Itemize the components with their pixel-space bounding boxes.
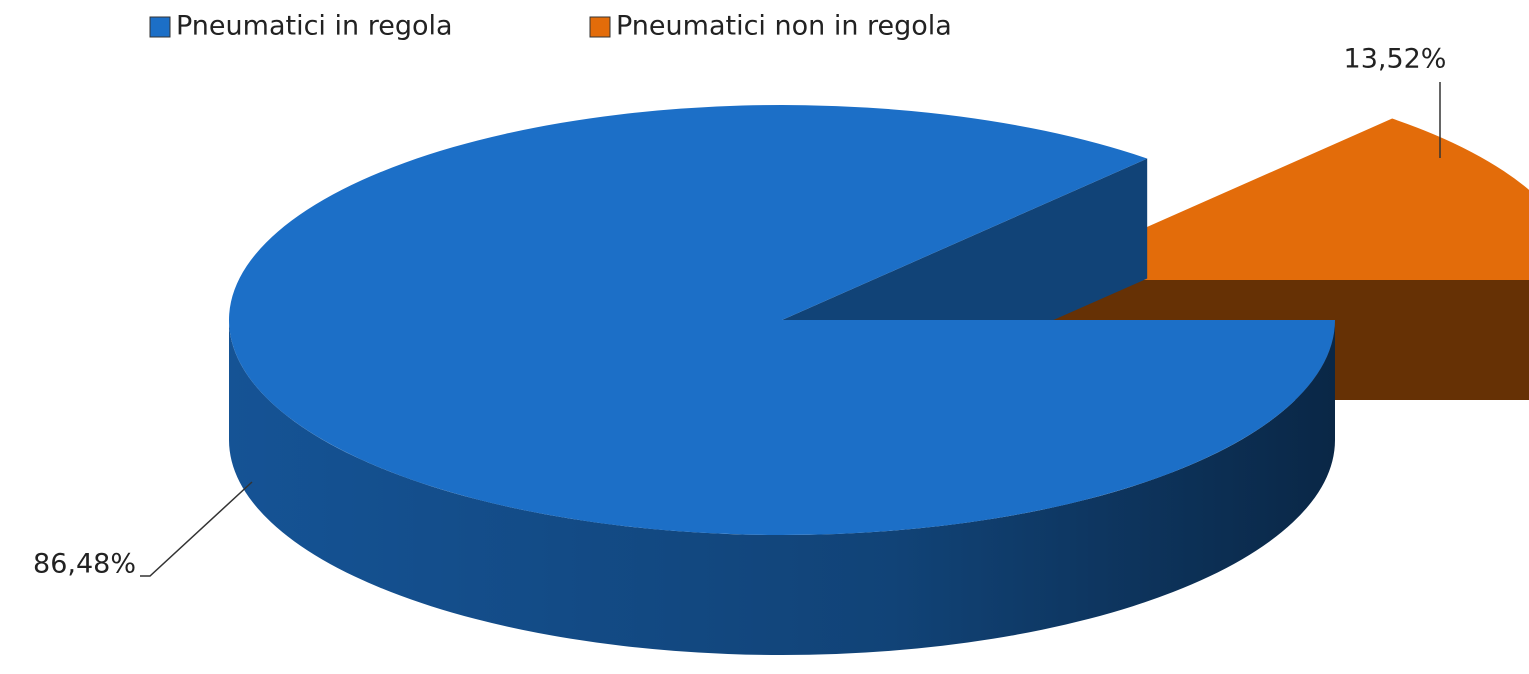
- leader-line: [140, 481, 253, 577]
- slice-top: [1027, 118, 1529, 280]
- data-label: 13,52%: [1344, 44, 1447, 75]
- legend-label: Pneumatici non in regola: [616, 11, 952, 42]
- slice-side: [229, 320, 1335, 655]
- legend-label: Pneumatici in regola: [176, 11, 453, 42]
- data-label: 86,48%: [33, 549, 136, 580]
- slice-top: [229, 104, 1336, 535]
- legend-swatch: [149, 16, 171, 38]
- legend-swatch: [589, 16, 611, 38]
